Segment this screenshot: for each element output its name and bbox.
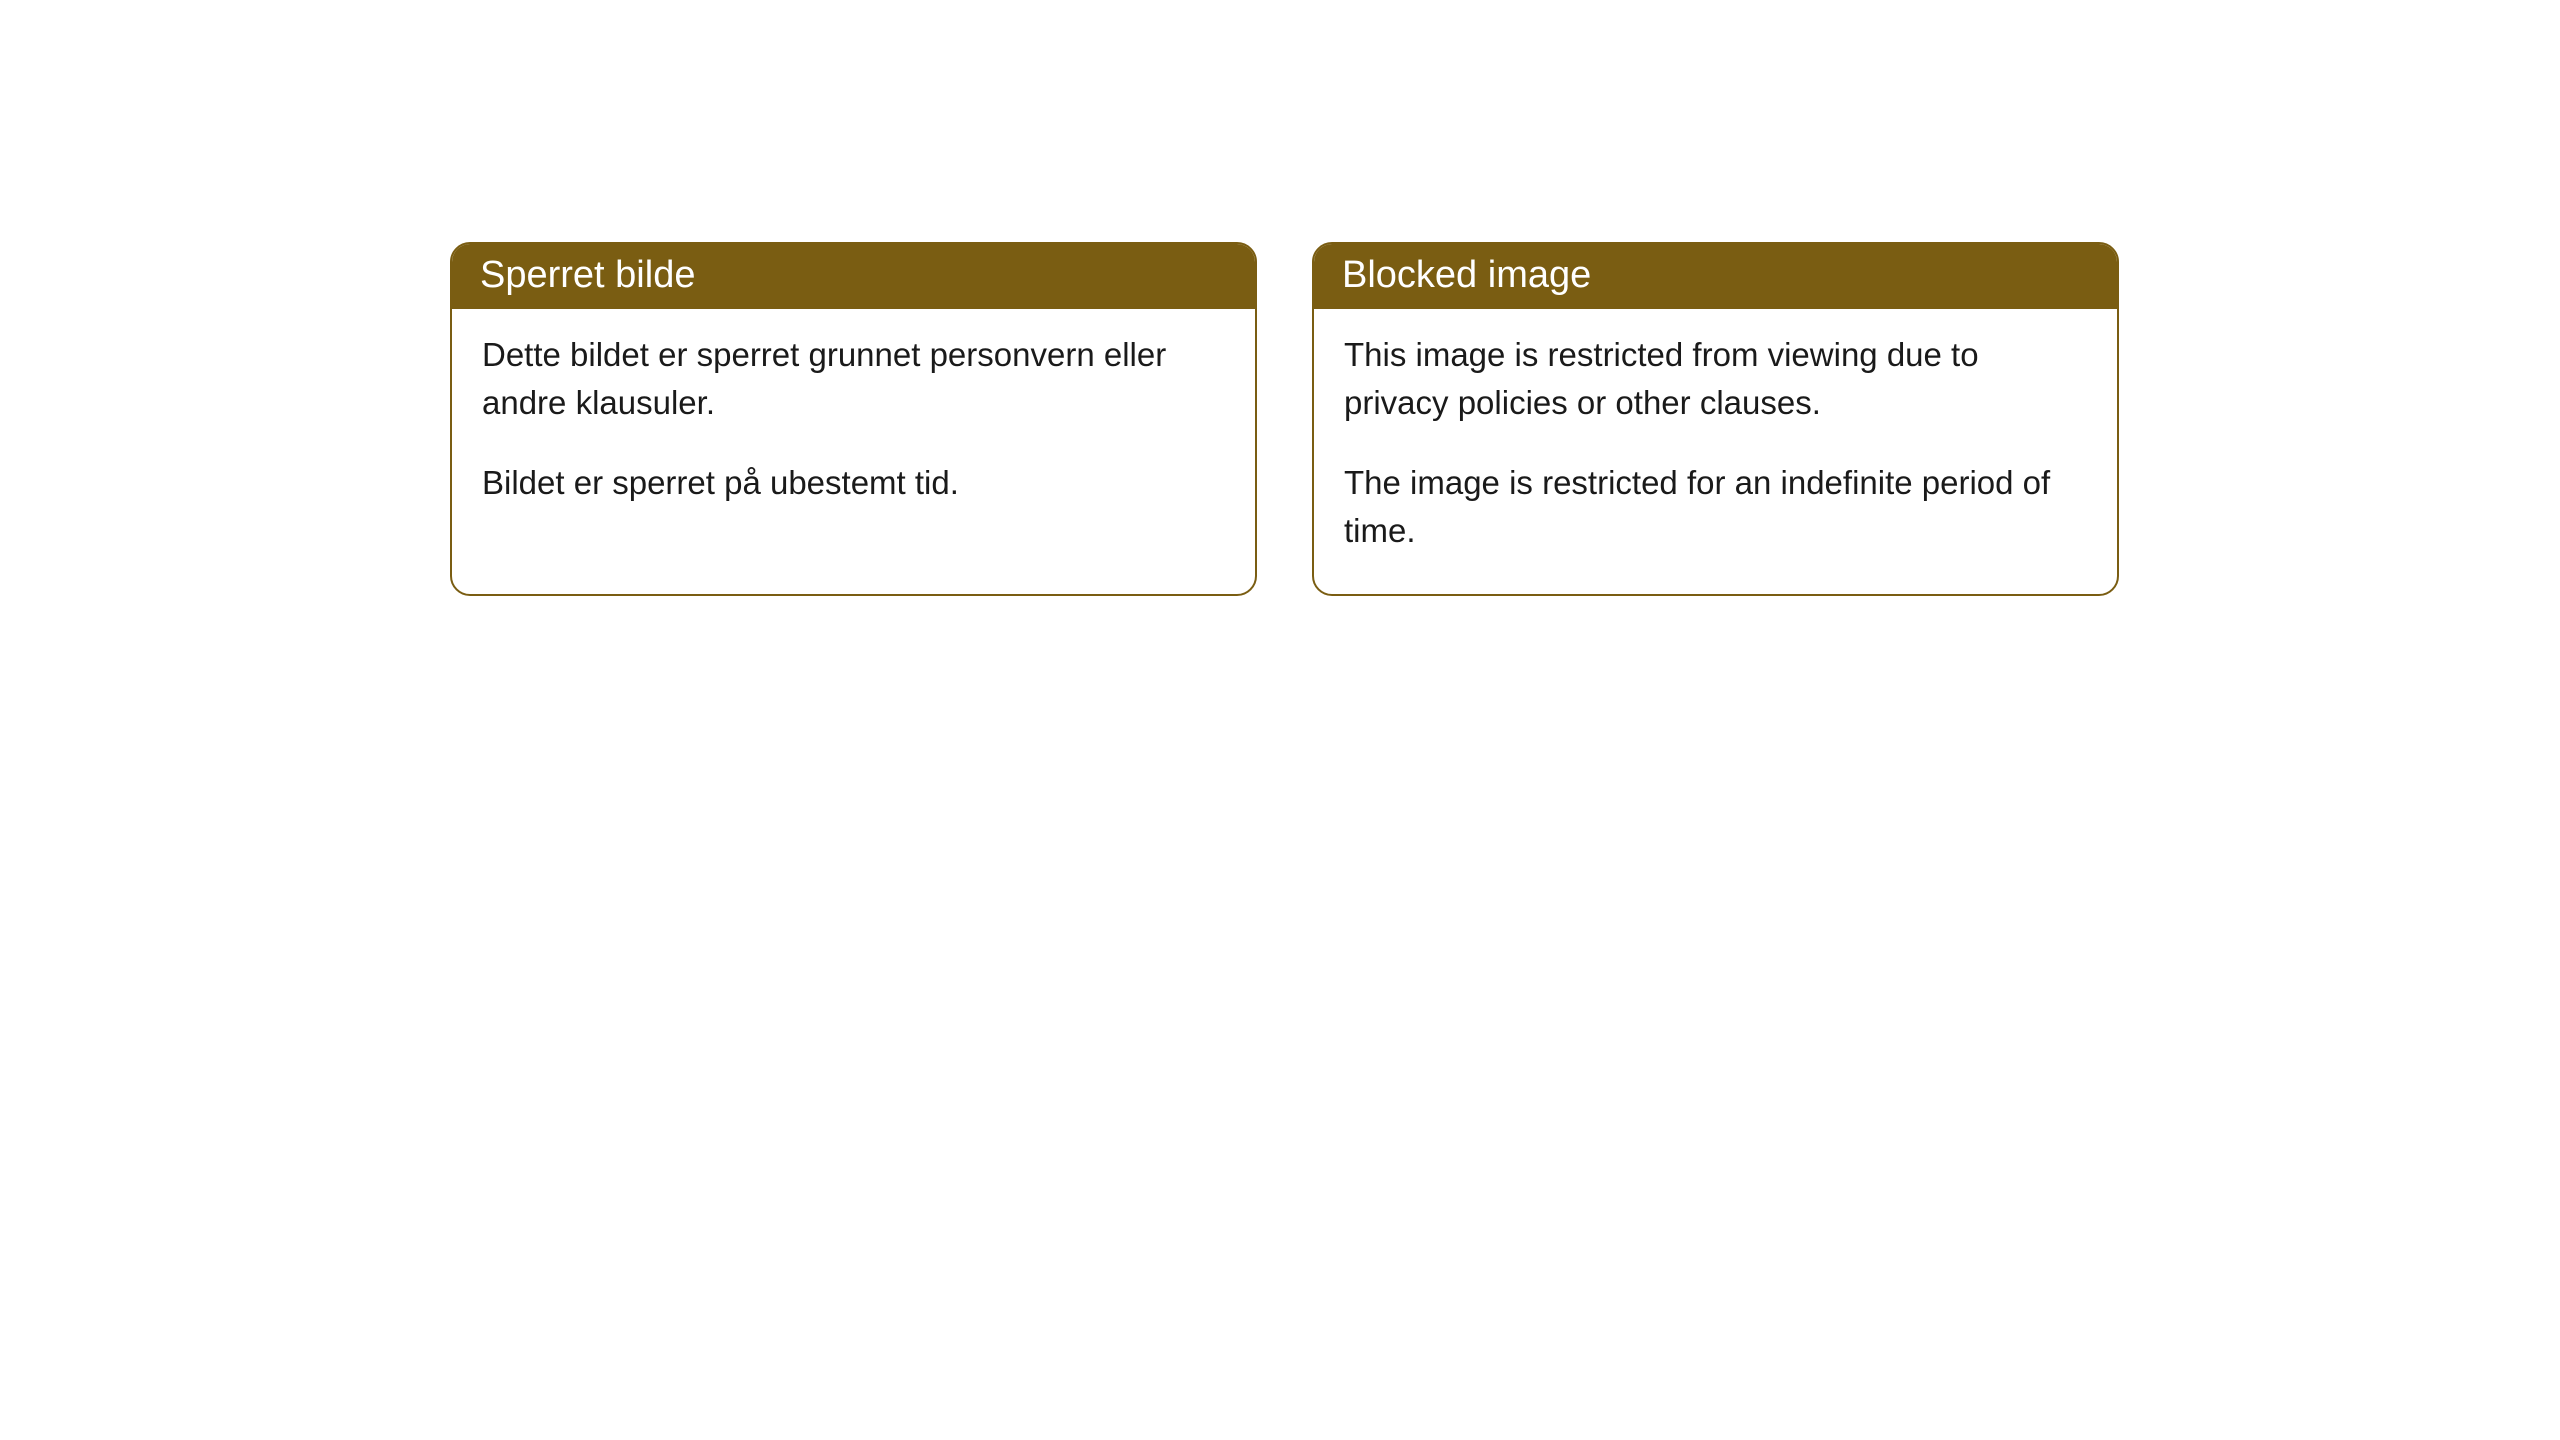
card-body: This image is restricted from viewing du… xyxy=(1314,309,2117,594)
notice-card-english: Blocked image This image is restricted f… xyxy=(1312,242,2119,596)
card-body: Dette bildet er sperret grunnet personve… xyxy=(452,309,1255,547)
card-paragraph: Bildet er sperret på ubestemt tid. xyxy=(482,459,1225,507)
card-header: Sperret bilde xyxy=(452,244,1255,309)
notice-cards-container: Sperret bilde Dette bildet er sperret gr… xyxy=(0,0,2560,596)
notice-card-norwegian: Sperret bilde Dette bildet er sperret gr… xyxy=(450,242,1257,596)
card-paragraph: The image is restricted for an indefinit… xyxy=(1344,459,2087,555)
card-paragraph: This image is restricted from viewing du… xyxy=(1344,331,2087,427)
card-paragraph: Dette bildet er sperret grunnet personve… xyxy=(482,331,1225,427)
card-header: Blocked image xyxy=(1314,244,2117,309)
